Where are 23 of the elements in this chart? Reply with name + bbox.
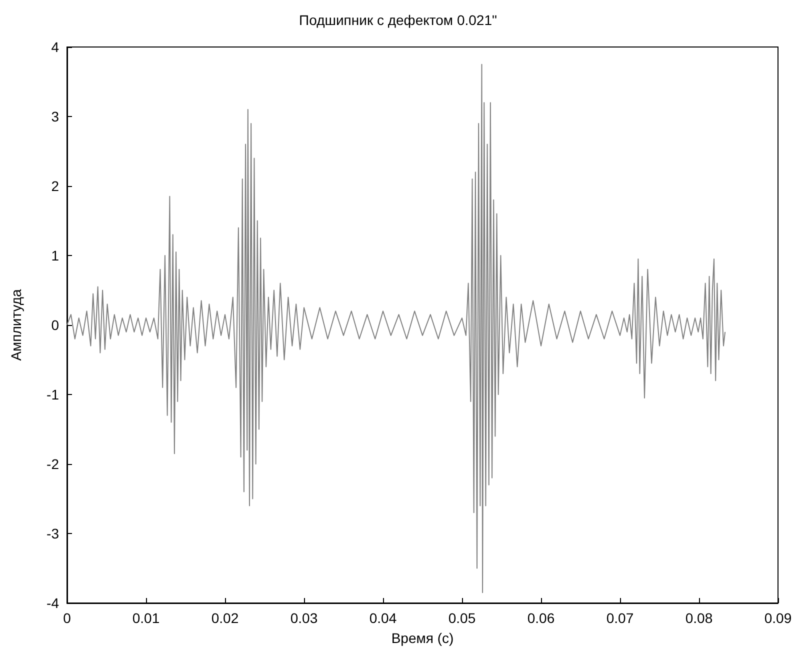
x-tick-label: 0.07	[606, 610, 634, 626]
x-tick-label: 0.02	[211, 610, 239, 626]
x-tick-label: 0.01	[132, 610, 160, 626]
y-tick-label: -3	[46, 526, 60, 542]
y-tick-label: 4	[51, 39, 60, 55]
y-tick-label: 1	[51, 248, 60, 264]
y-tick-label: -1	[46, 386, 60, 402]
x-tick-label: 0.06	[527, 610, 555, 626]
x-tick-label: 0.05	[448, 610, 476, 626]
x-tick-label: 0.03	[290, 610, 318, 626]
line-series	[66, 64, 726, 594]
y-tick-label: -4	[46, 595, 60, 611]
x-tick-label: 0.08	[685, 610, 713, 626]
chart-title: Подшипник с дефектом 0.021"	[299, 12, 497, 28]
y-tick-label: 2	[51, 178, 60, 194]
x-tick-label: 0.09	[764, 610, 792, 626]
y-tick-label: -2	[46, 456, 60, 472]
x-axis-title: Время (с)	[391, 630, 454, 646]
x-tick-label: 0.04	[369, 610, 397, 626]
y-tick-label: 3	[51, 108, 60, 124]
y-tick-label: 0	[51, 317, 60, 333]
y-axis-title: Амплитуда	[8, 288, 24, 361]
x-tick-label: 0	[63, 610, 72, 626]
